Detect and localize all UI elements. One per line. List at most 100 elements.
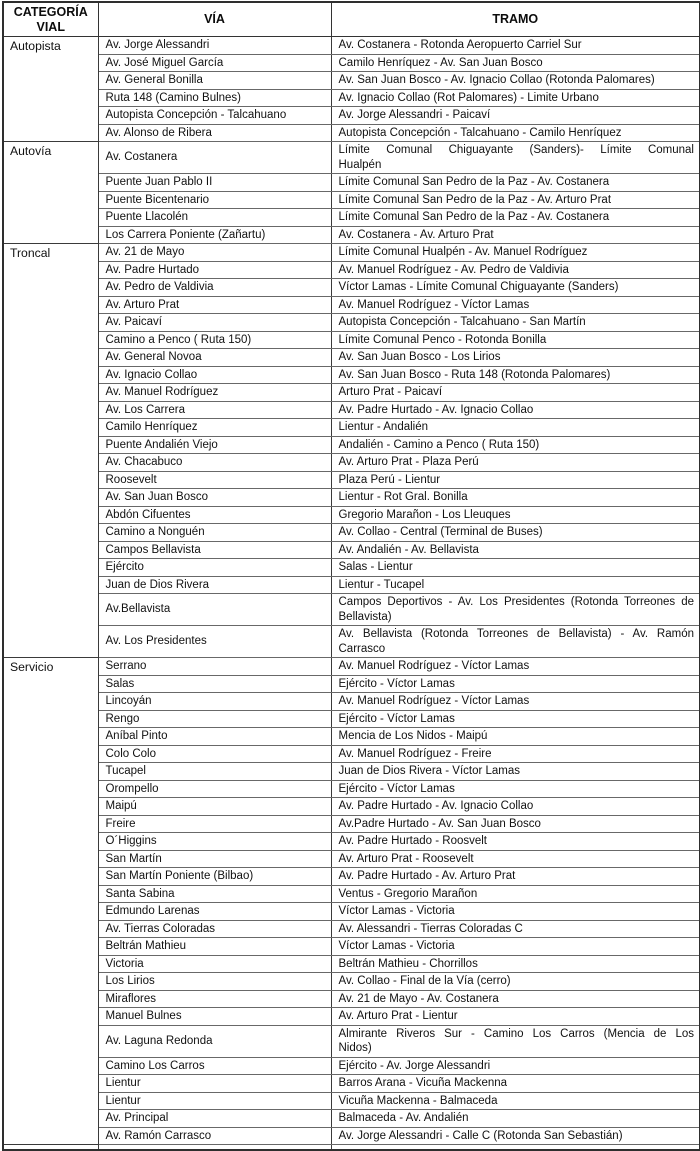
via-cell: Juan de Dios Rivera (97, 575, 332, 594)
table-row: San Martín Av. Arturo Prat - Roosevelt (3, 849, 700, 868)
tramo-cell: Ejército - Av. Jorge Alessandri (330, 1056, 700, 1075)
tramo-cell: Plaza Perú - Lientur (330, 470, 700, 489)
table-row: Ruta 148 (Camino Bulnes) Av. Ignacio Coll… (3, 88, 700, 107)
table-row: Beltrán Mathieu Víctor Lamas - Victoria (3, 937, 700, 956)
via-cell: Serrano (97, 657, 332, 676)
tramo-cell: Av. Arturo Prat - Roosevelt (330, 849, 700, 868)
tramo-cell: Av. Collao - Central (Terminal de Buses) (330, 523, 700, 542)
table-row: Av. Pedro de Valdivia Víctor Lamas - Lími… (3, 278, 700, 297)
table-row: Roosevelt Plaza Perú - Lientur (3, 470, 700, 489)
tramo-cell: Av.Padre Hurtado - Av. San Juan Bosco (330, 814, 700, 833)
via-cell: Puente Llacolén (97, 208, 332, 227)
tramo-cell: Autopista Concepción - Talcahuano - Cami… (330, 123, 700, 142)
table-row: Freire Av.Padre Hurtado - Av. San Juan Bo… (3, 814, 700, 833)
tramo-cell: Av. Padre Hurtado - Av. Ignacio Collao (330, 400, 700, 419)
table-row: Colo Colo Av. Manuel Rodríguez - Freire (3, 744, 700, 763)
tramo-cell: Av. Arturo Prat - Plaza Perú (330, 453, 700, 472)
table-row: Av. Ramón Carrasco Av. Jorge Alessandri -… (3, 1126, 700, 1145)
table-row: Av. San Juan Bosco Lientur - Rot Gral. Bo… (3, 488, 700, 507)
via-cell: Salas (97, 674, 332, 693)
table-row: Camino Los Carros Ejército - Av. Jorge Al… (3, 1056, 700, 1075)
via-cell: Av. Jorge Alessandri (97, 36, 332, 55)
table-header: CATEGORÍA VIAL VÍA TRAMO (2, 1, 700, 37)
table-row: Av. Los Presidentes Av. Bellavista (Roton… (3, 625, 700, 658)
table-row: Puente Juan Pablo II Límite Comunal San P… (3, 173, 700, 192)
via-cell: Colo Colo (97, 744, 332, 763)
table-row: O´Higgins Av. Padre Hurtado - Roosvelt (3, 832, 700, 851)
table-row: Ejército Salas - Lientur (3, 558, 700, 577)
via-cell: Av. Pedro de Valdivia (97, 278, 332, 297)
via-cell: Av. Padre Hurtado (97, 260, 332, 279)
tramo-cell: Ejército - Víctor Lamas (330, 779, 700, 798)
tramo-cell: Av. Alessandri - Tierras Coloradas C (330, 919, 700, 938)
table-row: Servicio Serrano Av. Manuel Rodríguez - Ví… (2, 657, 700, 1145)
tramo-cell: Arturo Prat - Paicaví (330, 383, 700, 402)
via-cell: Av. General Novoa (97, 348, 332, 367)
via-cell: Puente Andalién Viejo (97, 435, 332, 454)
tramo-cell: Av. Arturo Prat - Lientur (330, 1007, 700, 1026)
via-cell: Av. Los Carrera (97, 400, 332, 419)
tramo-cell: Av. Jorge Alessandri - Paicaví (330, 106, 700, 125)
via-cell: Av. San Juan Bosco (97, 488, 332, 507)
tramo-cell: Av. Costanera - Av. Arturo Prat (330, 225, 700, 244)
table-row: Av. Chacabuco Av. Arturo Prat - Plaza Per… (3, 453, 700, 472)
table-row: Victoria Beltrán Mathieu - Chorrillos (3, 954, 700, 973)
tramo-cell: Av. San Juan Bosco - Av. Ignacio Collao … (330, 71, 700, 90)
tramo-cell: Av. 21 de Mayo - Av. Costanera (330, 989, 700, 1008)
tramo-cell: Av. Ignacio Collao (Rot Palomares) - Lim… (330, 88, 700, 107)
via-cell: O´Higgins (97, 832, 332, 851)
table-row: Autovía Av. Costanera Límite Comunal Chigu… (2, 141, 700, 244)
category-cell: Servicio (2, 657, 99, 1145)
via-cell: Av. Chacabuco (97, 453, 332, 472)
via-cell: Abdón Cifuentes (97, 505, 332, 524)
tramo-cell: Víctor Lamas - Límite Comunal Chiguayant… (330, 278, 700, 297)
tramo-cell: Av. Manuel Rodríguez - Víctor Lamas (330, 295, 700, 314)
partial-bottom-row (2, 1144, 700, 1151)
via-cell: Freire (97, 814, 332, 833)
table-row: Av. Manuel Rodríguez Arturo Prat - Paicav… (3, 383, 700, 402)
tramo-cell: Lientur - Andalién (330, 418, 700, 437)
tramo-cell: Límite Comunal San Pedro de la Paz - Av.… (330, 173, 700, 192)
table-row: Lincoyán Av. Manuel Rodríguez - Víctor La… (3, 692, 700, 711)
via-cell: Manuel Bulnes (97, 1007, 332, 1026)
tramo-cell: Lientur - Rot Gral. Bonilla (330, 488, 700, 507)
table-row: Av. Ignacio Collao Av. San Juan Bosco - R… (3, 365, 700, 384)
table-row: Av. Paicaví Autopista Concepción - Talcah… (3, 313, 700, 332)
tramo-cell: Av. Padre Hurtado - Roosvelt (330, 832, 700, 851)
via-cell: Av. Ramón Carrasco (97, 1126, 332, 1145)
via-cell: Santa Sabina (97, 884, 332, 903)
via-cell: Beltrán Mathieu (97, 937, 332, 956)
tramo-cell: Av. Andalién - Av. Bellavista (330, 540, 700, 559)
tramo-cell: Vicuña Mackenna - Balmaceda (330, 1091, 700, 1110)
category-cell: Troncal (2, 243, 99, 658)
via-cell: Camino a Penco ( Ruta 150) (97, 330, 332, 349)
tramo-cell: Almirante Riveros Sur - Camino Los Carro… (330, 1024, 700, 1058)
table-row: Av. Principal Balmaceda - Av. Andalién (3, 1109, 700, 1128)
table-row: Av. Tierras Coloradas Av. Alessandri - Ti… (3, 919, 700, 938)
tramo-cell: Av. San Juan Bosco - Ruta 148 (Rotonda P… (330, 365, 700, 384)
table-row: Lientur Vicuña Mackenna - Balmaceda (3, 1091, 700, 1110)
table-row: Maipú Av. Padre Hurtado - Av. Ignacio Col… (3, 797, 700, 816)
via-cell: Av. José Miguel García (97, 53, 332, 72)
tramo-cell: Barros Arana - Vicuña Mackenna (330, 1074, 700, 1093)
via-cell: Av. Principal (97, 1109, 332, 1128)
column-header-tramo: TRAMO (330, 1, 700, 37)
tramo-cell: Campos Deportivos - Av. Los Presidentes … (330, 593, 700, 626)
empty-cell (330, 1144, 700, 1151)
via-cell: Rengo (97, 709, 332, 728)
table-row: Camilo Henríquez Lientur - Andalién (3, 418, 700, 437)
tramo-cell: Av. San Juan Bosco - Los Lirios (330, 348, 700, 367)
table-row: Troncal Av. 21 de Mayo Límite Comunal Hual… (2, 243, 700, 658)
via-cell: Camilo Henríquez (97, 418, 332, 437)
via-cell: Puente Bicentenario (97, 190, 332, 209)
via-cell: Maipú (97, 797, 332, 816)
via-cell: Av. Manuel Rodríguez (97, 383, 332, 402)
tramo-cell: Víctor Lamas - Victoria (330, 902, 700, 921)
tramo-cell: Límite Comunal San Pedro de la Paz - Av.… (330, 190, 700, 209)
via-cell: San Martín (97, 849, 332, 868)
via-cell: Lincoyán (97, 692, 332, 711)
table-row: Av. General Novoa Av. San Juan Bosco - Lo… (3, 348, 700, 367)
table-row: Edmundo Larenas Víctor Lamas - Victoria (3, 902, 700, 921)
